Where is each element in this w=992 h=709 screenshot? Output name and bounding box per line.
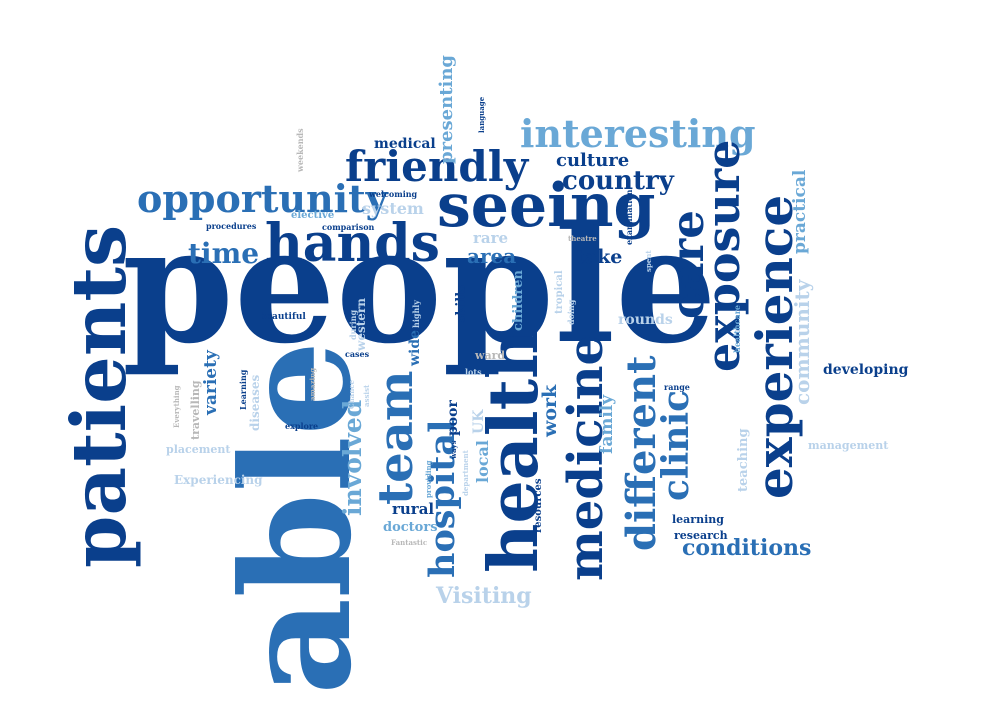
- word-community: community: [790, 279, 814, 405]
- word-time: time: [188, 237, 260, 270]
- word-beautiful: beautiful: [260, 312, 306, 322]
- word-children: children: [511, 270, 526, 331]
- word-friendly: friendly: [345, 142, 529, 191]
- word-research: research: [674, 529, 728, 542]
- word-welcoming: welcoming: [369, 189, 418, 199]
- word-everything: Everything: [172, 385, 181, 428]
- word-seeing: seeing: [437, 171, 656, 241]
- word-amazing: amazing: [308, 367, 317, 401]
- word-ward: ward: [475, 349, 506, 362]
- word-management: management: [808, 439, 889, 452]
- word-weekends: weekends: [295, 128, 305, 172]
- word-diseases: diseases: [248, 374, 262, 431]
- word-take: take: [576, 246, 623, 268]
- word-hands: hands: [265, 213, 440, 274]
- word-poor: poor: [445, 400, 461, 436]
- word-developing: developing: [823, 362, 909, 378]
- word-assist: assist: [362, 384, 371, 407]
- word-family: family: [597, 394, 617, 454]
- word-learning: learning: [672, 513, 724, 526]
- word-rounds: rounds: [618, 312, 673, 328]
- word-team: team: [368, 370, 424, 505]
- word-people: people: [122, 191, 717, 379]
- word-learning: Learning: [238, 369, 248, 410]
- word-healthcare: healthcare: [732, 305, 742, 353]
- word-doctors: doctors: [383, 520, 438, 535]
- word-clinic: clinic: [655, 389, 697, 501]
- word-department: department: [461, 450, 470, 496]
- word-spent: spent: [644, 250, 653, 272]
- word-conditions: conditions: [682, 535, 812, 561]
- word-range: range: [664, 382, 690, 392]
- word-skills: skills: [454, 284, 469, 323]
- word-doing: doing: [566, 299, 576, 325]
- word-area: area: [467, 244, 517, 268]
- word-experiencing: Experiencing: [174, 473, 263, 487]
- word-during: during: [348, 309, 358, 340]
- word-variety: variety: [201, 350, 221, 415]
- word-examination: examination: [624, 189, 634, 245]
- word-medical: medical: [374, 136, 436, 152]
- word-culture: culture: [556, 150, 630, 171]
- word-providing: providing: [424, 460, 433, 498]
- word-teaching: teaching: [736, 428, 751, 492]
- word-rare: rare: [473, 229, 509, 247]
- word-chance: Chance: [347, 379, 356, 409]
- word-care: care: [661, 210, 714, 319]
- word-explore: explore: [285, 421, 319, 431]
- word-wide: wide: [407, 329, 423, 366]
- word-placement: placement: [166, 443, 231, 456]
- word-local: local: [473, 440, 492, 483]
- word-tropical: tropical: [554, 270, 565, 314]
- word-elective: elective: [291, 210, 335, 221]
- word-presenting: presenting: [436, 54, 457, 164]
- word-country: country: [562, 166, 674, 196]
- word-language: language: [477, 96, 486, 133]
- word-ways: ways: [449, 440, 458, 459]
- word-system: system: [362, 199, 424, 218]
- word-opportunity: opportunity: [137, 176, 388, 221]
- word-patients: patients: [55, 224, 143, 568]
- word-comparison: comparison: [322, 222, 375, 232]
- word-work: work: [539, 384, 561, 437]
- word-lots: lots: [465, 367, 482, 377]
- word-involved: involved: [338, 399, 367, 516]
- word-medicine: medicine: [558, 334, 614, 581]
- word-cases: cases: [345, 349, 370, 359]
- word-highly: highly: [411, 300, 421, 328]
- word-rural: rural: [392, 500, 435, 518]
- word-uk: UK: [471, 409, 487, 434]
- word-theatre: theatre: [568, 234, 597, 243]
- word-resources: resources: [533, 478, 544, 533]
- word-fantastic: Fantastic: [391, 538, 428, 547]
- word-procedures: procedures: [206, 221, 257, 231]
- word-visiting: Visiting: [436, 583, 532, 609]
- word-interesting: interesting: [520, 111, 756, 156]
- word-travelling: travelling: [189, 380, 202, 440]
- word-practical: practical: [790, 169, 810, 254]
